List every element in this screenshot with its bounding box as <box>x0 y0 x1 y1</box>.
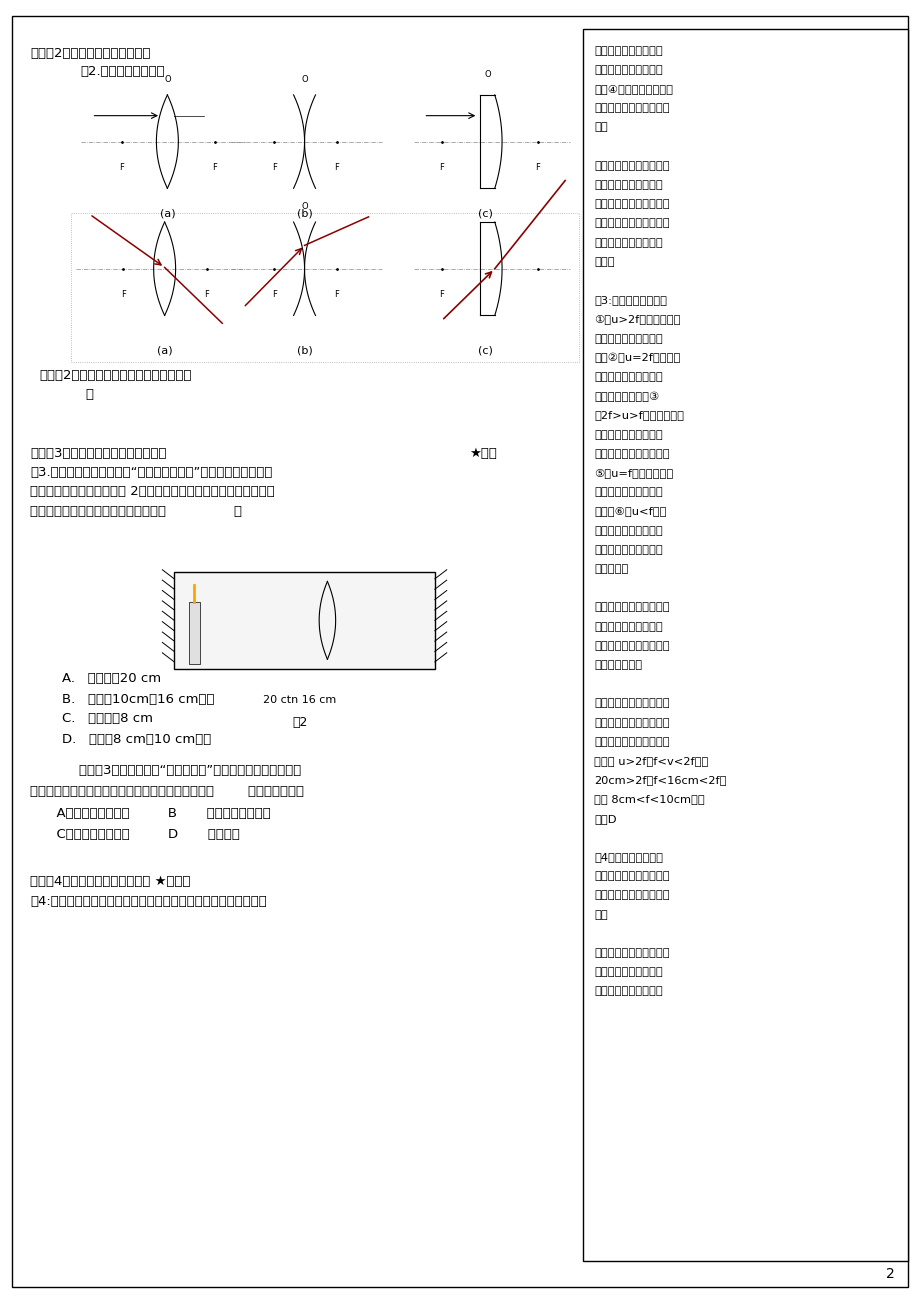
Text: 20cm>2f，f<16cm<2f。: 20cm>2f，f<16cm<2f。 <box>594 775 726 786</box>
Text: 来测量凸透镜焦距③: 来测量凸透镜焦距③ <box>594 391 659 401</box>
Text: 【变式2】如图所示的光路图中错误的是（: 【变式2】如图所示的光路图中错误的是（ <box>40 369 192 382</box>
Text: 分析：由图可知物距大于: 分析：由图可知物距大于 <box>594 698 669 709</box>
Text: 射光线的反向延长线过: 射光线的反向延长线过 <box>594 237 663 248</box>
Text: ①当u>2f时，成倒立、: ①当u>2f时，成倒立、 <box>594 314 680 324</box>
Text: 知识点4：凸透镜成像规律的应用 ★易错点: 知识点4：凸透镜成像规律的应用 ★易错点 <box>30 874 190 887</box>
Text: O: O <box>483 70 490 78</box>
Text: 解题规律：可以根据凸透: 解题规律：可以根据凸透 <box>594 949 669 958</box>
Text: 后，折射光线平行于主: 后，折射光线平行于主 <box>594 65 663 74</box>
Text: F: F <box>334 163 338 172</box>
Text: 镜成像性质的变化规律: 镜成像性质的变化规律 <box>594 967 663 977</box>
Text: 相机②当u=2f时，成倒: 相机②当u=2f时，成倒 <box>594 353 680 364</box>
Text: (a): (a) <box>156 345 172 356</box>
Text: 应用为制作平行光源：: 应用为制作平行光源： <box>594 487 663 498</box>
Text: 20 ctn 16 cm: 20 ctn 16 cm <box>263 694 336 705</box>
Text: F: F <box>204 291 209 300</box>
Text: F: F <box>535 163 539 172</box>
Text: 例4:投影仪是教学中常用的仪器，如图所示是投影仪的结构图，在: 例4:投影仪是教学中常用的仪器，如图所示是投影仪的结构图，在 <box>30 895 267 908</box>
Text: F: F <box>438 291 444 300</box>
Text: 虚实、倒正、大小与发光: 虚实、倒正、大小与发光 <box>594 641 669 652</box>
Text: (b): (b) <box>296 345 312 356</box>
Text: O: O <box>301 74 308 83</box>
Text: O: O <box>301 202 308 211</box>
Text: 图2: 图2 <box>292 715 307 728</box>
Text: (c): (c) <box>478 208 493 219</box>
Text: 为放大镜。: 为放大镜。 <box>594 564 628 575</box>
Text: 炊缩小的像，然后他把燃烧的蜡烛和光屏互换位置，        这时光屏上（）: 炊缩小的像，然后他把燃烧的蜡烛和光屏互换位置， 这时光屏上（） <box>30 786 304 799</box>
Text: 焦点。: 焦点。 <box>594 257 615 267</box>
Text: 当2f>u>f时，成倒立、: 当2f>u>f时，成倒立、 <box>594 410 684 421</box>
Bar <box>174 572 435 668</box>
Text: ⑤当u=f时，不成像。: ⑤当u=f时，不成像。 <box>594 468 673 478</box>
Text: 例3.张强同学在光具座上做“研究凸透镜成像”的实验中，当光屏、: 例3.张强同学在光具座上做“研究凸透镜成像”的实验中，当光屏、 <box>30 466 272 480</box>
Text: 的入射光，经透镜折射: 的入射光，经透镜折射 <box>594 46 663 56</box>
Text: (b): (b) <box>296 208 312 219</box>
Text: 体位置的关系。: 体位置的关系。 <box>594 661 641 670</box>
Text: 解题规律：做这三条特殊: 解题规律：做这三条特殊 <box>594 160 669 171</box>
Text: 像距，根据凸透镜成像规: 像距，根据凸透镜成像规 <box>594 718 669 727</box>
Text: F: F <box>334 291 338 300</box>
Text: (c): (c) <box>478 345 493 356</box>
Text: 律，此时成倒立缩小的实: 律，此时成倒立缩小的实 <box>594 737 669 747</box>
Text: 变。: 变。 <box>594 122 607 133</box>
Text: 的虚焦点，凸透镜是折射: 的虚焦点，凸透镜是折射 <box>594 199 669 210</box>
Text: B.   一定在10cm和16 cm之间: B. 一定在10cm和16 cm之间 <box>62 693 214 706</box>
Text: 例4：凸透镜的成像规: 例4：凸透镜的成像规 <box>594 852 663 863</box>
Text: 成正立、放大的虚像，: 成正立、放大的虚像， <box>594 525 663 536</box>
Text: 大。: 大。 <box>594 909 607 920</box>
Text: 对投影仪进行调整和正: 对投影仪进行调整和正 <box>594 986 663 997</box>
Text: 虚像在物体同侧，应用: 虚像在物体同侧，应用 <box>594 545 663 555</box>
Text: 映机、幻灯机，投影机。: 映机、幻灯机，投影机。 <box>594 448 669 459</box>
Text: F: F <box>272 291 277 300</box>
Bar <box>583 29 907 1261</box>
Bar <box>72 212 578 362</box>
Text: 【变式3】某同学在做“凸透镜成像”实验时，在光屏上得到烛: 【变式3】某同学在做“凸透镜成像”实验时，在光屏上得到烛 <box>62 765 301 778</box>
Text: 像。由此判断，他所用凸透镜的焦距（                ）: 像。由此判断，他所用凸透镜的焦距（ ） <box>30 504 242 517</box>
Text: 透镜及烛炊的相对位置如图 2所示时，恰能在光屏上得到一个清晰的: 透镜及烛炊的相对位置如图 2所示时，恰能在光屏上得到一个清晰的 <box>30 486 275 499</box>
Text: (a): (a) <box>159 208 175 219</box>
Text: A.   一定大于20 cm: A. 一定大于20 cm <box>62 672 161 685</box>
Text: 像，且 u>2f，f<v<2f；即: 像，且 u>2f，f<v<2f；即 <box>594 756 708 766</box>
Text: C.   一定小于8 cm: C. 一定小于8 cm <box>62 713 153 726</box>
Text: 缩小的实像，应用为照: 缩小的实像，应用为照 <box>594 334 663 344</box>
Text: C成正立、放大的像         D       不能成像: C成正立、放大的像 D 不能成像 <box>49 827 240 840</box>
Text: ）: ） <box>85 388 93 401</box>
Text: O: O <box>164 74 171 83</box>
Text: 解题规律：此题要求同学: 解题规律：此题要求同学 <box>594 602 669 612</box>
Text: F: F <box>212 163 217 172</box>
Text: 通过透镜后，传播方向不: 通过透镜后，传播方向不 <box>594 103 669 113</box>
Text: F: F <box>272 163 277 172</box>
Text: A成倒立、缩小的像         B       成倒立、放大的像: A成倒立、缩小的像 B 成倒立、放大的像 <box>49 807 271 820</box>
Text: 例3:凸透镜成像规律：: 例3:凸透镜成像规律： <box>594 296 666 305</box>
Text: 光线时要注意到凹透镜: 光线时要注意到凹透镜 <box>594 180 663 190</box>
Text: 光线过焦点，凹透镜是折: 光线过焦点，凹透镜是折 <box>594 219 669 228</box>
Text: 立、等大的实像，可用: 立、等大的实像，可用 <box>594 373 663 382</box>
Text: 2: 2 <box>885 1267 893 1281</box>
Text: 案：D: 案：D <box>594 813 617 823</box>
Text: F: F <box>438 163 444 172</box>
Text: F: F <box>121 291 126 300</box>
Text: 知识点3：科学探究：凸透镜成像规律: 知识点3：科学探究：凸透镜成像规律 <box>30 447 166 460</box>
Text: 知识点2：透镜中的三条特殊光线: 知识点2：透镜中的三条特殊光线 <box>30 47 151 60</box>
Text: ★重点: ★重点 <box>469 447 496 460</box>
Text: 例2.完成下列光路图。: 例2.完成下列光路图。 <box>81 65 165 78</box>
Text: 可得 8cm<f<10cm。答: 可得 8cm<f<10cm。答 <box>594 795 704 804</box>
Text: F: F <box>119 163 124 172</box>
Text: 律：一倍焦距分虚实，二: 律：一倍焦距分虚实，二 <box>594 872 669 881</box>
Text: 们知道凸透镜所成像的: 们知道凸透镜所成像的 <box>594 622 663 632</box>
Text: D.   一定在8 cm和10 cm之间: D. 一定在8 cm和10 cm之间 <box>62 734 211 747</box>
Text: 轴。④过光心的入射光线: 轴。④过光心的入射光线 <box>594 83 673 94</box>
Text: 倍焦距分大小，物近像远: 倍焦距分大小，物近像远 <box>594 890 669 900</box>
Bar <box>188 602 199 663</box>
Text: 探照灯⑥当u<f时，: 探照灯⑥当u<f时， <box>594 507 666 516</box>
Text: 放大的实像。应用为放: 放大的实像。应用为放 <box>594 430 663 439</box>
